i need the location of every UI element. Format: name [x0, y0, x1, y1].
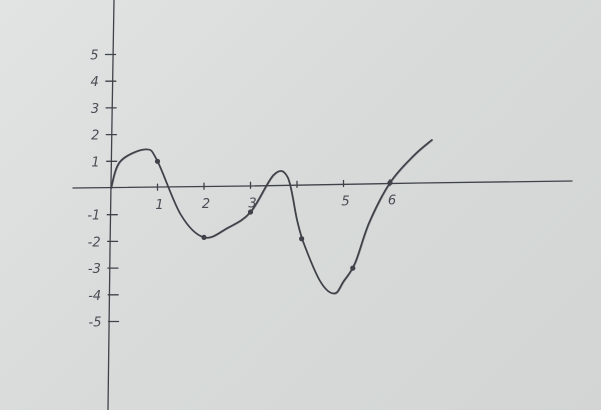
- x-tick-label: 3: [248, 196, 256, 211]
- y-axis-line: [107, 0, 115, 410]
- data-point: [247, 209, 254, 215]
- x-tick-label: 6: [388, 194, 396, 209]
- y-tick-label: 5: [90, 49, 98, 64]
- y-axis-ticks: 5 4 3 2 1 -1 -2 -3 -4 -5: [87, 49, 120, 331]
- y-tick-label: -1: [87, 209, 100, 224]
- y-tick-label: -5: [89, 316, 102, 331]
- data-point: [350, 265, 356, 271]
- axes: [72, 0, 573, 410]
- series-line-shadow: [111, 140, 434, 295]
- x-tick-label: 1: [155, 198, 163, 213]
- data-point: [299, 236, 305, 242]
- x-tick-label: 2: [202, 197, 210, 212]
- x-tick-label: 5: [341, 195, 349, 210]
- data-point: [387, 180, 393, 186]
- series-line: [110, 139, 433, 295]
- y-tick-label: 1: [91, 155, 99, 170]
- data-point: [154, 158, 161, 164]
- curve-group: [110, 139, 434, 295]
- y-tick-label: -4: [88, 289, 101, 304]
- marker-group: [154, 158, 393, 271]
- y-tick-label: 3: [91, 102, 99, 117]
- y-tick-label: 4: [91, 75, 99, 90]
- y-tick-label: -2: [88, 235, 101, 250]
- y-tick-label: 2: [91, 129, 99, 144]
- x-axis-ticks: 1 2 3 5 6: [155, 178, 396, 213]
- x-axis-line: [72, 180, 573, 189]
- y-tick-label: -3: [88, 262, 101, 277]
- data-point: [201, 234, 207, 240]
